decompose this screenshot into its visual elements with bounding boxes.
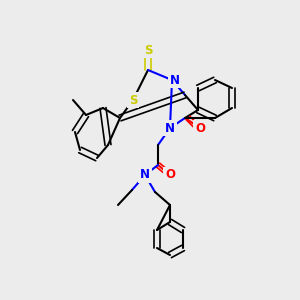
Text: S: S <box>144 44 152 56</box>
Text: N: N <box>165 122 175 134</box>
Text: O: O <box>195 122 205 134</box>
Text: O: O <box>165 169 175 182</box>
Text: N: N <box>140 169 150 182</box>
Text: N: N <box>170 74 180 86</box>
Text: S: S <box>129 94 137 106</box>
